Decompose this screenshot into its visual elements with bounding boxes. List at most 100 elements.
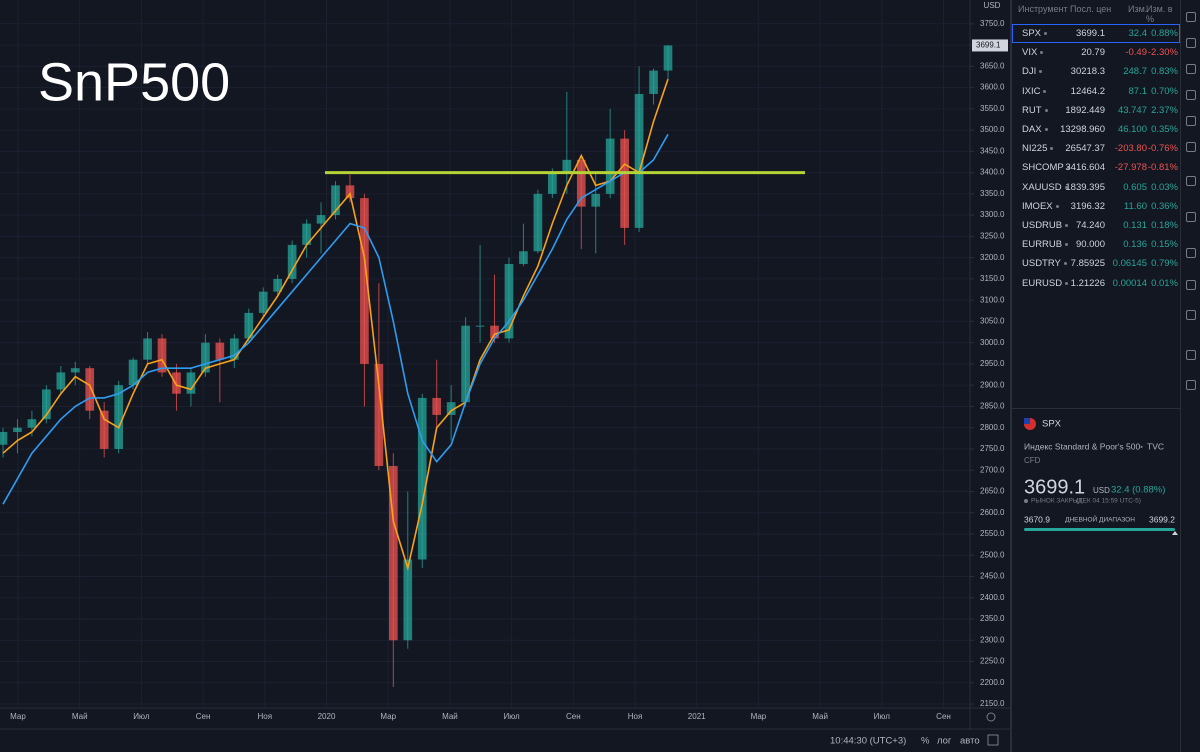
candle-body bbox=[186, 372, 196, 394]
candle-body bbox=[258, 291, 268, 313]
row-symbol: USDRUB bbox=[1022, 220, 1069, 231]
toolbar-icon[interactable] bbox=[1186, 38, 1196, 48]
column-header: Изм. в % bbox=[1146, 4, 1173, 24]
settings-icon[interactable] bbox=[986, 712, 996, 722]
y-tick-label: 2450.0 bbox=[980, 572, 1005, 581]
column-header: Изм. bbox=[1128, 4, 1148, 14]
x-tick-label: Мар bbox=[10, 712, 26, 721]
toolbar-icon[interactable] bbox=[1186, 350, 1196, 360]
row-symbol: SPX bbox=[1022, 28, 1048, 39]
candle-body bbox=[215, 342, 225, 360]
toolbar-icon[interactable] bbox=[1186, 116, 1196, 126]
row-symbol: VIX bbox=[1022, 47, 1044, 58]
row-symbol: DJI bbox=[1022, 66, 1043, 77]
column-header: Инструмент bbox=[1018, 4, 1068, 14]
candle-body bbox=[432, 397, 442, 415]
row-last: 74.240 bbox=[1075, 220, 1105, 231]
candle-body bbox=[114, 385, 123, 449]
status-dot bbox=[1040, 51, 1044, 55]
fullscreen-icon[interactable] bbox=[987, 734, 999, 746]
y-tick-label: 2400.0 bbox=[980, 593, 1005, 602]
watchlist-row[interactable]: NI225 26547.37 -203.80 -0.76% bbox=[1012, 139, 1180, 158]
y-tick-label: 3150.0 bbox=[980, 274, 1005, 283]
status-dot bbox=[1063, 262, 1067, 266]
row-symbol: USDTRY bbox=[1022, 258, 1067, 269]
y-tick-label: 2250.0 bbox=[980, 657, 1005, 666]
symbol-details: SPX Индекс Standard & Poor's 500 TVC • C… bbox=[1012, 408, 1180, 554]
watchlist-row[interactable]: XAUUSD 1839.395 0.605 0.03% bbox=[1012, 178, 1180, 197]
toolbar-icon[interactable] bbox=[1186, 310, 1196, 320]
toolbar-icon[interactable] bbox=[1186, 64, 1196, 74]
candle-body bbox=[620, 138, 629, 228]
percent-toggle[interactable]: % bbox=[921, 736, 930, 747]
x-tick-label: Сен bbox=[196, 712, 211, 721]
toolbar-icon[interactable] bbox=[1186, 212, 1196, 222]
range-label: ДНЕВНОЙ ДИАПАЗОН bbox=[1065, 515, 1135, 524]
toolbar-icon[interactable] bbox=[1186, 380, 1196, 390]
range-high: 3699.2 bbox=[1149, 514, 1175, 524]
details-description: Индекс Standard & Poor's 500 bbox=[1024, 441, 1140, 451]
watchlist-row[interactable]: SHCOMP 3416.604 -27.978 -0.81% bbox=[1012, 158, 1180, 177]
candle-body bbox=[663, 45, 673, 71]
y-tick-label: 3100.0 bbox=[980, 295, 1005, 304]
log-toggle[interactable]: лог bbox=[937, 736, 952, 747]
candle-body bbox=[316, 215, 326, 224]
watchlist-row[interactable]: EURRUB 90.000 0.136 0.15% bbox=[1012, 235, 1180, 254]
candle-body bbox=[533, 193, 543, 252]
watchlist-row[interactable]: USDRUB 74.240 0.131 0.18% bbox=[1012, 216, 1180, 235]
row-change-pct: 0.70% bbox=[1151, 85, 1178, 97]
watchlist-row[interactable]: IMOEX 3196.32 11.60 0.36% bbox=[1012, 197, 1180, 216]
watchlist-row[interactable]: RUT 1892.449 43.747 2.37% bbox=[1012, 101, 1180, 120]
watchlist-row[interactable]: DAX 13298.960 46.100 0.35% bbox=[1012, 120, 1180, 139]
row-change: -27.978 bbox=[1114, 162, 1147, 174]
auto-toggle[interactable]: авто bbox=[960, 736, 980, 747]
last-price-label: 3699.1 bbox=[976, 41, 1001, 50]
row-change: 0.131 bbox=[1123, 220, 1147, 231]
candle-body bbox=[634, 93, 644, 228]
grid bbox=[0, 0, 970, 708]
candle-body bbox=[302, 223, 311, 245]
toolbar-icon[interactable] bbox=[1186, 90, 1196, 100]
candle-body bbox=[128, 359, 138, 386]
row-change-pct: -0.81% bbox=[1147, 162, 1178, 174]
row-last: 3416.604 bbox=[1065, 162, 1105, 174]
row-last: 1839.395 bbox=[1065, 181, 1105, 193]
toolbar-icon[interactable] bbox=[1186, 248, 1196, 258]
range-bar bbox=[1024, 528, 1175, 531]
row-change-pct: 0.03% bbox=[1151, 181, 1178, 193]
y-tick-label: 3400.0 bbox=[980, 168, 1005, 177]
watchlist-row[interactable]: DJI 30218.3 248.7 0.83% bbox=[1012, 62, 1180, 81]
toolbar-icon[interactable] bbox=[1186, 176, 1196, 186]
toolbar-icon[interactable] bbox=[1186, 12, 1196, 22]
status-dot bbox=[1050, 147, 1054, 151]
candle-body bbox=[649, 70, 658, 94]
candle-body bbox=[548, 172, 557, 194]
row-change-pct: 0.35% bbox=[1151, 124, 1178, 135]
x-tick-label: Сен bbox=[936, 712, 951, 721]
y-tick-label: 2750.0 bbox=[980, 444, 1005, 453]
toolbar-icon[interactable] bbox=[1186, 142, 1196, 152]
candle-body bbox=[490, 325, 499, 339]
watchlist-row[interactable]: VIX 20.79 -0.49 -2.30% bbox=[1012, 43, 1180, 62]
row-change-pct: 0.01% bbox=[1151, 277, 1178, 289]
candle-body bbox=[360, 198, 369, 364]
watchlist-row[interactable]: IXIC 12464.2 87.1 0.70% bbox=[1012, 82, 1180, 101]
watchlist-row[interactable]: SPX 3699.1 32.4 0.88% bbox=[1012, 24, 1180, 43]
watchlist-row[interactable]: USDTRY 7.85925 0.06145 0.79% bbox=[1012, 254, 1180, 273]
watchlist-row[interactable]: EURUSD 1.21226 0.00014 0.01% bbox=[1012, 274, 1180, 293]
y-tick-label: 3050.0 bbox=[980, 317, 1005, 326]
row-symbol: DAX bbox=[1022, 124, 1048, 135]
candle-body bbox=[461, 325, 470, 403]
row-last: 13298.960 bbox=[1060, 124, 1105, 135]
toolbar-icon[interactable] bbox=[1186, 280, 1196, 290]
row-last: 12464.2 bbox=[1070, 85, 1105, 97]
candle-body bbox=[13, 427, 22, 432]
x-tick-label: Июл bbox=[133, 712, 150, 721]
row-symbol: RUT bbox=[1022, 105, 1048, 116]
y-tick-label: 3300.0 bbox=[980, 210, 1005, 219]
y-tick-label: 2700.0 bbox=[980, 465, 1005, 474]
candle-body bbox=[42, 389, 51, 420]
candle-body bbox=[244, 312, 254, 339]
moving-average bbox=[2, 133, 669, 505]
